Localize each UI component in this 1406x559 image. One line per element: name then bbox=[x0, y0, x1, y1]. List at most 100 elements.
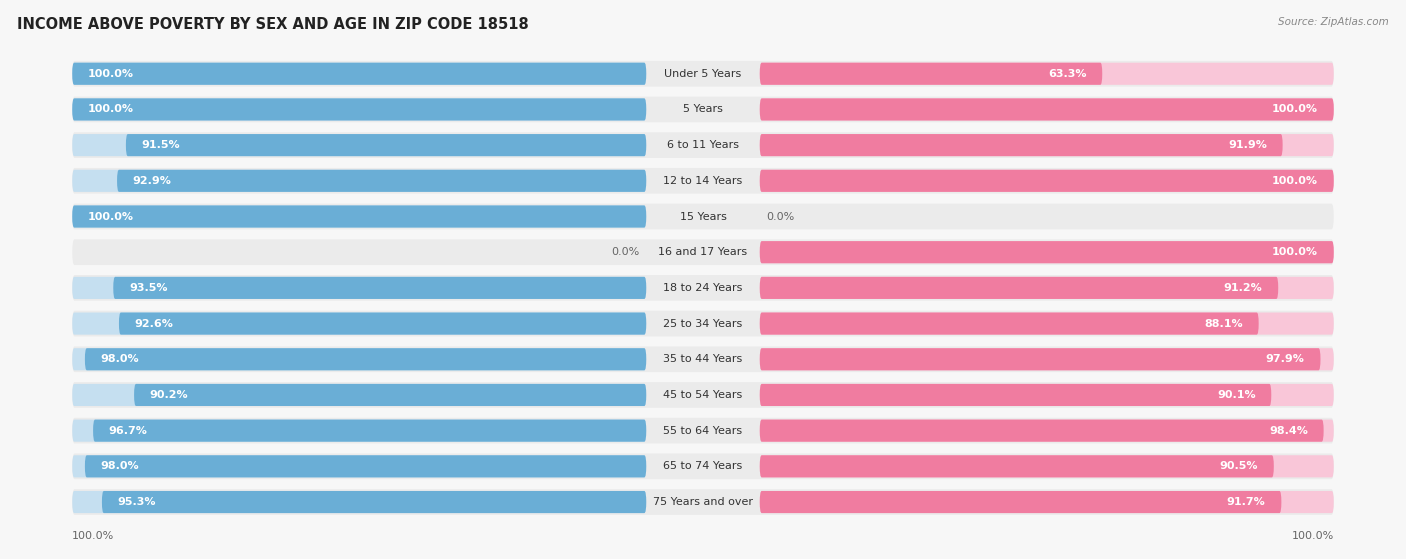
FancyBboxPatch shape bbox=[84, 348, 647, 370]
FancyBboxPatch shape bbox=[759, 277, 1278, 299]
FancyBboxPatch shape bbox=[759, 384, 1334, 406]
Text: 97.9%: 97.9% bbox=[1265, 354, 1305, 364]
FancyBboxPatch shape bbox=[759, 312, 1334, 335]
Text: Source: ZipAtlas.com: Source: ZipAtlas.com bbox=[1278, 17, 1389, 27]
FancyBboxPatch shape bbox=[759, 312, 1258, 335]
FancyBboxPatch shape bbox=[759, 491, 1281, 513]
Text: 12 to 14 Years: 12 to 14 Years bbox=[664, 176, 742, 186]
FancyBboxPatch shape bbox=[759, 455, 1274, 477]
Text: 16 and 17 Years: 16 and 17 Years bbox=[658, 247, 748, 257]
FancyBboxPatch shape bbox=[759, 170, 1334, 192]
FancyBboxPatch shape bbox=[72, 203, 1334, 229]
Text: 55 to 64 Years: 55 to 64 Years bbox=[664, 425, 742, 435]
Text: Under 5 Years: Under 5 Years bbox=[665, 69, 741, 79]
Text: 6 to 11 Years: 6 to 11 Years bbox=[666, 140, 740, 150]
FancyBboxPatch shape bbox=[759, 63, 1102, 85]
FancyBboxPatch shape bbox=[114, 277, 647, 299]
Text: 88.1%: 88.1% bbox=[1205, 319, 1243, 329]
Text: 18 to 24 Years: 18 to 24 Years bbox=[664, 283, 742, 293]
Text: 98.0%: 98.0% bbox=[101, 354, 139, 364]
FancyBboxPatch shape bbox=[72, 491, 647, 513]
Text: 92.6%: 92.6% bbox=[135, 319, 173, 329]
FancyBboxPatch shape bbox=[72, 63, 647, 85]
FancyBboxPatch shape bbox=[759, 170, 1334, 192]
FancyBboxPatch shape bbox=[72, 170, 647, 192]
Text: 15 Years: 15 Years bbox=[679, 211, 727, 221]
FancyBboxPatch shape bbox=[759, 63, 1334, 85]
FancyBboxPatch shape bbox=[101, 491, 647, 513]
FancyBboxPatch shape bbox=[72, 311, 1334, 337]
FancyBboxPatch shape bbox=[759, 491, 1334, 513]
FancyBboxPatch shape bbox=[72, 312, 647, 335]
Text: 0.0%: 0.0% bbox=[766, 211, 794, 221]
Text: 5 Years: 5 Years bbox=[683, 105, 723, 115]
Text: 98.4%: 98.4% bbox=[1270, 425, 1308, 435]
Text: 90.2%: 90.2% bbox=[150, 390, 188, 400]
FancyBboxPatch shape bbox=[72, 98, 647, 121]
FancyBboxPatch shape bbox=[72, 277, 647, 299]
FancyBboxPatch shape bbox=[72, 348, 647, 370]
FancyBboxPatch shape bbox=[72, 384, 647, 406]
Text: 98.0%: 98.0% bbox=[101, 461, 139, 471]
Text: 91.5%: 91.5% bbox=[142, 140, 180, 150]
FancyBboxPatch shape bbox=[134, 384, 647, 406]
Text: 95.3%: 95.3% bbox=[118, 497, 156, 507]
FancyBboxPatch shape bbox=[72, 206, 647, 228]
FancyBboxPatch shape bbox=[759, 241, 1334, 263]
FancyBboxPatch shape bbox=[120, 312, 647, 335]
Text: 91.9%: 91.9% bbox=[1227, 140, 1267, 150]
FancyBboxPatch shape bbox=[127, 134, 647, 156]
FancyBboxPatch shape bbox=[72, 98, 647, 121]
Text: 100.0%: 100.0% bbox=[89, 211, 134, 221]
FancyBboxPatch shape bbox=[117, 170, 647, 192]
Text: 25 to 34 Years: 25 to 34 Years bbox=[664, 319, 742, 329]
FancyBboxPatch shape bbox=[759, 420, 1334, 442]
Text: 63.3%: 63.3% bbox=[1047, 69, 1087, 79]
FancyBboxPatch shape bbox=[759, 420, 1323, 442]
FancyBboxPatch shape bbox=[72, 132, 1334, 158]
FancyBboxPatch shape bbox=[759, 134, 1334, 156]
FancyBboxPatch shape bbox=[72, 418, 1334, 443]
FancyBboxPatch shape bbox=[759, 348, 1320, 370]
FancyBboxPatch shape bbox=[759, 98, 1334, 121]
Text: 100.0%: 100.0% bbox=[1272, 247, 1317, 257]
FancyBboxPatch shape bbox=[759, 134, 1282, 156]
Text: 93.5%: 93.5% bbox=[129, 283, 167, 293]
FancyBboxPatch shape bbox=[72, 382, 1334, 408]
FancyBboxPatch shape bbox=[72, 489, 1334, 515]
FancyBboxPatch shape bbox=[72, 61, 1334, 87]
Text: 100.0%: 100.0% bbox=[1292, 530, 1334, 541]
FancyBboxPatch shape bbox=[72, 239, 1334, 265]
Text: 91.7%: 91.7% bbox=[1227, 497, 1265, 507]
FancyBboxPatch shape bbox=[759, 98, 1334, 121]
FancyBboxPatch shape bbox=[759, 455, 1334, 477]
FancyBboxPatch shape bbox=[72, 455, 647, 477]
FancyBboxPatch shape bbox=[72, 168, 1334, 193]
FancyBboxPatch shape bbox=[93, 420, 647, 442]
FancyBboxPatch shape bbox=[72, 206, 647, 228]
Text: 92.9%: 92.9% bbox=[132, 176, 172, 186]
FancyBboxPatch shape bbox=[72, 134, 647, 156]
FancyBboxPatch shape bbox=[72, 420, 647, 442]
Text: 100.0%: 100.0% bbox=[89, 69, 134, 79]
Text: 96.7%: 96.7% bbox=[108, 425, 148, 435]
Text: 100.0%: 100.0% bbox=[1272, 176, 1317, 186]
Text: 91.2%: 91.2% bbox=[1223, 283, 1263, 293]
FancyBboxPatch shape bbox=[72, 275, 1334, 301]
Text: 100.0%: 100.0% bbox=[72, 530, 114, 541]
Text: 90.5%: 90.5% bbox=[1219, 461, 1258, 471]
FancyBboxPatch shape bbox=[72, 97, 1334, 122]
Text: INCOME ABOVE POVERTY BY SEX AND AGE IN ZIP CODE 18518: INCOME ABOVE POVERTY BY SEX AND AGE IN Z… bbox=[17, 17, 529, 32]
FancyBboxPatch shape bbox=[72, 63, 647, 85]
Text: 100.0%: 100.0% bbox=[1272, 105, 1317, 115]
FancyBboxPatch shape bbox=[759, 384, 1271, 406]
FancyBboxPatch shape bbox=[72, 347, 1334, 372]
Text: 90.1%: 90.1% bbox=[1218, 390, 1256, 400]
FancyBboxPatch shape bbox=[759, 241, 1334, 263]
Text: 100.0%: 100.0% bbox=[89, 105, 134, 115]
Text: 65 to 74 Years: 65 to 74 Years bbox=[664, 461, 742, 471]
Text: 35 to 44 Years: 35 to 44 Years bbox=[664, 354, 742, 364]
FancyBboxPatch shape bbox=[72, 453, 1334, 479]
Text: 45 to 54 Years: 45 to 54 Years bbox=[664, 390, 742, 400]
FancyBboxPatch shape bbox=[84, 455, 647, 477]
